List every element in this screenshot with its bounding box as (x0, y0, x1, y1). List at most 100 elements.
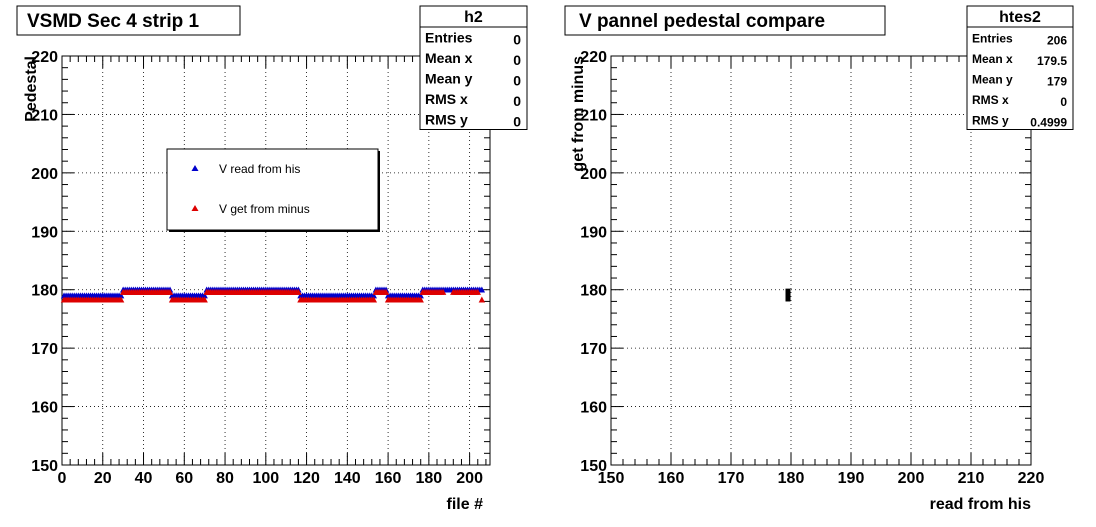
stats-row-value: 0 (513, 32, 521, 48)
y-tick-label: 210 (31, 107, 58, 124)
stats-row-label: RMS y (972, 114, 1009, 128)
left-data-markers (60, 286, 486, 303)
x-tick-label: 160 (658, 470, 685, 487)
series-0-marker (201, 292, 208, 299)
legend-box (166, 148, 379, 231)
stats-row-label: Mean y (972, 73, 1013, 87)
series-0-marker (417, 292, 424, 299)
right-chart-title: V pannel pedestal compare (579, 11, 825, 32)
left-chart-title: VSMD Sec 4 strip 1 (27, 11, 200, 32)
stats-row-label: Mean y (425, 71, 473, 87)
series-1-marker (478, 296, 486, 303)
series-0-marker (370, 292, 378, 299)
x-tick-label: 160 (375, 470, 402, 487)
y-tick-label: 190 (580, 224, 607, 241)
right-plot-frame (610, 55, 1032, 466)
right-ticks (610, 55, 1032, 466)
legend-label-minus: V get from minus (219, 202, 310, 216)
right-y-axis-label: get from minus (570, 56, 587, 172)
right-x-tick-labels: 150 160 170 180 190 200 210 220 (598, 470, 1045, 487)
x-tick-label: 180 (416, 470, 443, 487)
series-1-marker (417, 296, 424, 303)
y-tick-label: 190 (31, 224, 58, 241)
series-0-marker (478, 286, 486, 293)
x-tick-label: 200 (456, 470, 483, 487)
x-tick-label: 140 (334, 470, 361, 487)
legend-marker-minus (191, 205, 199, 211)
x-tick-label: 170 (718, 470, 745, 487)
x-tick-label: 200 (898, 470, 925, 487)
y-tick-label: 220 (580, 49, 607, 66)
stats-row-label: RMS x (972, 93, 1009, 107)
x-tick-label: 210 (958, 470, 985, 487)
left-x-tick-labels: 0 20 40 60 80 100 120 140 160 180 200 (58, 470, 484, 487)
y-tick-label: 150 (580, 458, 607, 475)
y-tick-label: 170 (580, 341, 607, 358)
stats-row-value: 0 (513, 73, 521, 89)
series-1-marker (474, 288, 481, 295)
right-data-markers (785, 288, 791, 302)
scatter-point (785, 288, 791, 296)
y-tick-label: 160 (31, 400, 58, 417)
stats-row-value: 0 (513, 52, 521, 68)
series-1-marker (439, 288, 447, 295)
left-panel: 150 160 170 180 190 200 210 220 0 20 40 60 80 100 120… (16, 5, 528, 513)
left-y-axis-label: Pedestal (23, 56, 40, 122)
left-title-box: VSMD Sec 4 strip 1 (16, 5, 241, 36)
left-stats-box: h2 Entries 0 Mean x 0 Mean y 0 RMS x 0 RMS y 0 (419, 5, 528, 130)
legend-marker-his (191, 165, 199, 171)
y-tick-label: 200 (580, 166, 607, 183)
stats-row-value: 0.4999 (1030, 116, 1067, 130)
x-tick-label: 20 (94, 470, 112, 487)
y-tick-label: 220 (31, 49, 58, 66)
stats-row-label: Entries (972, 32, 1013, 46)
x-tick-label: 100 (252, 470, 279, 487)
stats-row-label: Entries (425, 30, 473, 46)
y-tick-label: 180 (580, 283, 607, 300)
stats-row-value: 0 (513, 114, 521, 130)
x-tick-label: 120 (293, 470, 320, 487)
left-legend: V read from his V get from minus (166, 148, 380, 232)
right-title-box: V pannel pedestal compare (564, 5, 886, 36)
legend-label-his: V read from his (219, 162, 300, 176)
stats-name: h2 (464, 9, 483, 26)
right-y-tick-labels: 150 160 170 180 190 200 210 220 (580, 49, 607, 475)
stats-row-label: RMS y (425, 112, 468, 128)
series-1-marker (370, 296, 378, 303)
stats-row-value: 206 (1047, 34, 1067, 48)
stats-row-label: RMS x (425, 91, 468, 107)
stats-row-value: 179 (1047, 75, 1067, 89)
series-1-marker (201, 296, 208, 303)
x-tick-label: 220 (1018, 470, 1045, 487)
right-stats-box: htes2 Entries 206 Mean x 179.5 Mean y 179 RMS x… (966, 5, 1074, 130)
y-tick-label: 210 (580, 107, 607, 124)
left-y-tick-labels: 150 160 170 180 190 200 210 220 (31, 49, 58, 475)
left-plot-frame (61, 55, 491, 466)
x-tick-label: 40 (135, 470, 153, 487)
scatter-point (785, 294, 791, 302)
x-tick-label: 0 (58, 470, 67, 487)
y-tick-label: 170 (31, 341, 58, 358)
x-tick-label: 190 (838, 470, 865, 487)
stats-row-label: Mean x (425, 50, 473, 66)
x-tick-label: 150 (598, 470, 625, 487)
y-tick-label: 200 (31, 166, 58, 183)
y-tick-label: 180 (31, 283, 58, 300)
x-tick-label: 60 (175, 470, 193, 487)
series-0-marker (117, 292, 125, 299)
y-tick-label: 160 (580, 400, 607, 417)
x-tick-label: 180 (778, 470, 805, 487)
series-1-marker (295, 288, 302, 295)
stats-name: htes2 (999, 9, 1041, 26)
stats-row-label: Mean x (972, 52, 1013, 66)
y-tick-label: 150 (31, 458, 58, 475)
right-panel: 150 160 170 180 190 200 210 220 150 160 170 180 190… (564, 5, 1074, 513)
stats-row-value: 0 (1060, 95, 1067, 109)
series-1-marker (166, 288, 174, 295)
series-1-marker (117, 296, 125, 303)
series-1-marker (382, 288, 390, 295)
stats-row-value: 179.5 (1037, 54, 1067, 68)
stats-row-value: 0 (513, 93, 521, 109)
x-tick-label: 80 (216, 470, 234, 487)
